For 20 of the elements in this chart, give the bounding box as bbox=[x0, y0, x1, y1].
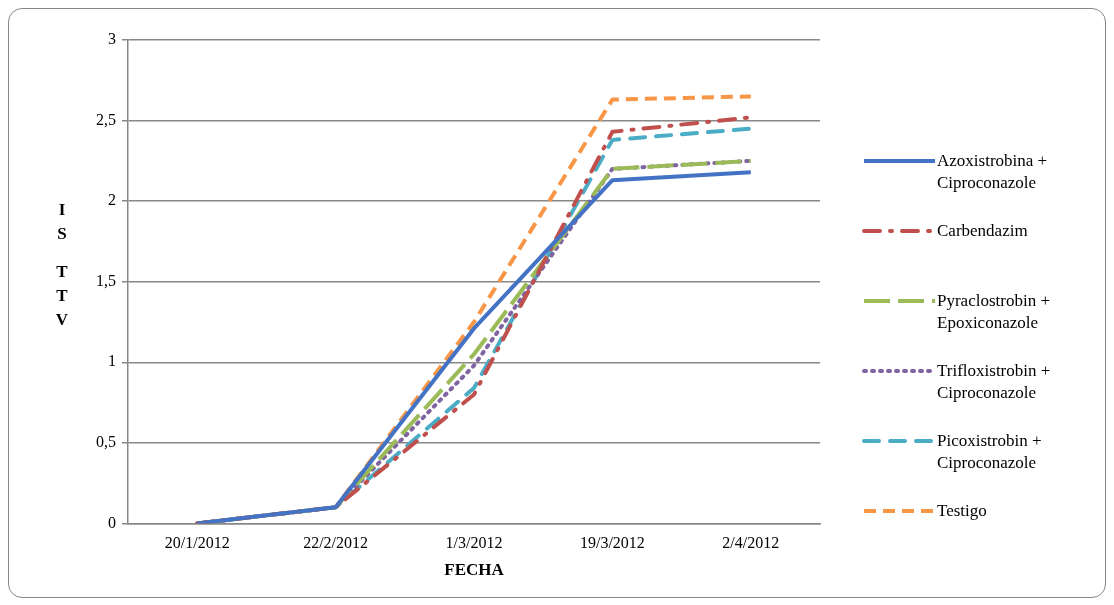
x-tick-label: 1/3/2012 bbox=[445, 534, 503, 552]
legend-label: Carbendazim bbox=[937, 220, 1029, 242]
legend-label: Azoxistrobina + Ciproconazole bbox=[937, 150, 1049, 194]
x-tick-label: 19/3/2012 bbox=[579, 534, 645, 552]
x-axis-title: FECHA bbox=[444, 560, 505, 580]
y-tick-label: 0 bbox=[108, 513, 116, 531]
x-tick-label: 22/2/2012 bbox=[303, 534, 369, 552]
y-tick-label: 1 bbox=[108, 352, 116, 370]
legend-label: Trifloxistrobin + Ciproconazole bbox=[937, 360, 1052, 404]
legend-label: Picoxistrobin + Ciproconazole bbox=[937, 430, 1043, 474]
x-tick-label: 2/4/2012 bbox=[722, 534, 780, 552]
x-tick-label: 20/1/2012 bbox=[164, 534, 230, 552]
y-axis-title: IS TTV bbox=[55, 200, 69, 329]
legend-label: Pyraclostrobin + Epoxiconazole bbox=[937, 290, 1051, 334]
legend-label: Testigo bbox=[937, 500, 988, 522]
y-tick-label: 3 bbox=[108, 30, 116, 48]
y-tick-label: 1,5 bbox=[96, 271, 116, 289]
y-tick-label: 2 bbox=[108, 191, 116, 209]
y-tick-label: 2,5 bbox=[96, 110, 116, 128]
y-tick-label: 0,5 bbox=[96, 433, 116, 451]
